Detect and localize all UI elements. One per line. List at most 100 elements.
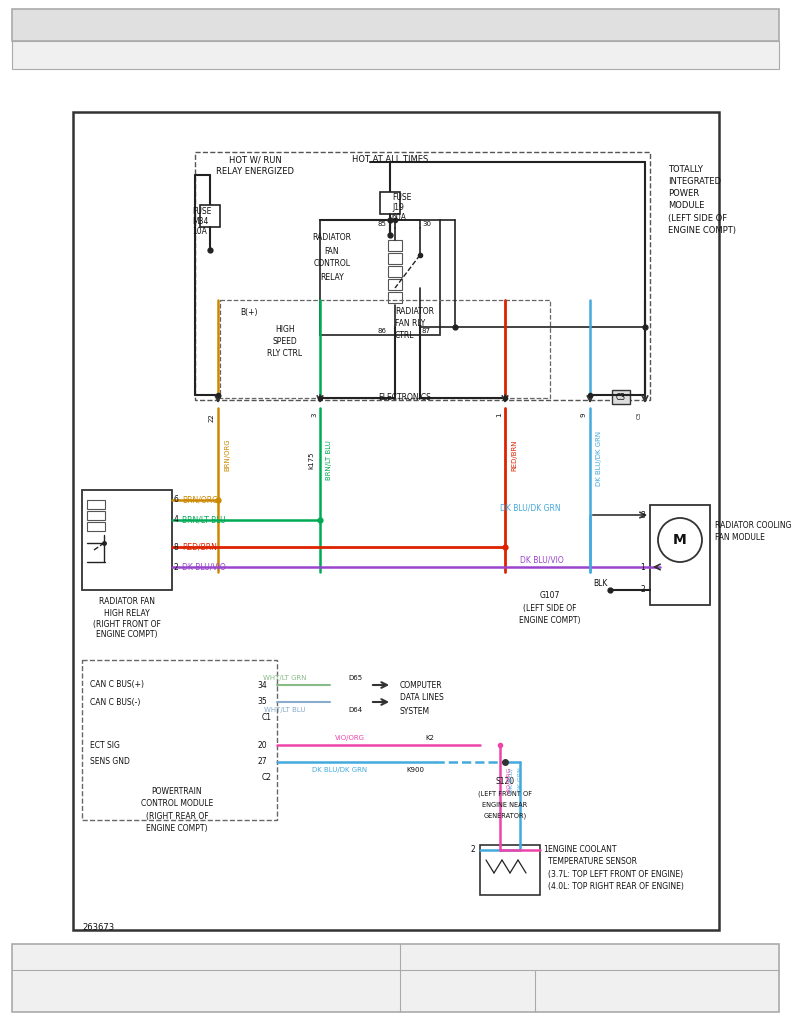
Text: 85: 85 xyxy=(377,221,386,227)
Text: 20: 20 xyxy=(257,740,267,750)
Text: ENGINE COOLANT: ENGINE COOLANT xyxy=(548,846,616,854)
Text: 1: 1 xyxy=(496,413,502,417)
Text: (3.7L: TOP LEFT FRONT OF ENGINE): (3.7L: TOP LEFT FRONT OF ENGINE) xyxy=(548,869,683,879)
Bar xyxy=(380,193,400,214)
Text: (LEFT FRONT OF: (LEFT FRONT OF xyxy=(478,791,532,798)
Text: 6: 6 xyxy=(174,496,179,505)
Text: SENS GND: SENS GND xyxy=(90,758,130,767)
Text: (RIGHT FRONT OF: (RIGHT FRONT OF xyxy=(93,620,161,629)
Bar xyxy=(388,240,402,251)
Text: CTRL: CTRL xyxy=(395,332,414,341)
Text: RED/BRN: RED/BRN xyxy=(511,439,517,471)
Bar xyxy=(12,944,779,1012)
Bar xyxy=(82,490,172,590)
Text: VIO/ORG: VIO/ORG xyxy=(506,766,512,794)
Text: FAN: FAN xyxy=(324,247,339,256)
Text: k175: k175 xyxy=(308,452,314,469)
Text: HOT W/ RUN: HOT W/ RUN xyxy=(229,156,282,165)
Text: C2: C2 xyxy=(262,772,272,781)
Text: DK BLU/: DK BLU/ xyxy=(509,767,513,793)
Text: 263673: 263673 xyxy=(82,924,114,933)
Bar xyxy=(220,300,550,398)
Bar xyxy=(650,505,710,605)
Text: WHT/LT GRN: WHT/LT GRN xyxy=(263,675,307,681)
Text: J19: J19 xyxy=(392,203,404,212)
Text: DK BLU/VIO: DK BLU/VIO xyxy=(182,562,225,571)
Text: K2: K2 xyxy=(426,735,434,741)
Text: 3: 3 xyxy=(311,413,317,417)
Text: DK BLU/DK GRN: DK BLU/DK GRN xyxy=(596,430,602,485)
Text: D64: D64 xyxy=(348,707,362,713)
Text: BLK: BLK xyxy=(593,579,608,588)
Bar xyxy=(82,660,277,820)
Text: DK BLU/DK GRN: DK BLU/DK GRN xyxy=(500,504,561,512)
Text: POWERTRAIN: POWERTRAIN xyxy=(152,787,202,797)
Text: ECT SIG: ECT SIG xyxy=(90,740,120,750)
Text: BRN/LT BLU: BRN/LT BLU xyxy=(182,515,225,524)
Text: FUSE: FUSE xyxy=(392,193,411,202)
Text: C1: C1 xyxy=(262,713,272,722)
Text: M: M xyxy=(673,534,687,547)
Text: 8: 8 xyxy=(174,543,179,552)
Bar xyxy=(12,41,779,69)
Text: ENGINE COMPT): ENGINE COMPT) xyxy=(146,823,208,833)
Bar xyxy=(12,9,779,41)
Text: RELAY: RELAY xyxy=(320,272,344,282)
Text: HIGH: HIGH xyxy=(275,326,295,335)
Text: 10A: 10A xyxy=(192,227,207,237)
Text: ENGINE NEAR: ENGINE NEAR xyxy=(483,802,528,808)
Text: 2: 2 xyxy=(174,562,179,571)
Text: SPEED: SPEED xyxy=(273,338,297,346)
Text: C3: C3 xyxy=(637,412,642,419)
Text: 1: 1 xyxy=(543,845,547,853)
Bar xyxy=(388,292,402,303)
Text: 86: 86 xyxy=(377,328,386,334)
Text: G107: G107 xyxy=(539,591,560,599)
Text: HOT AT ALL TIMES: HOT AT ALL TIMES xyxy=(352,156,428,165)
Text: RADIATOR FAN: RADIATOR FAN xyxy=(99,597,155,606)
Text: COMPUTER: COMPUTER xyxy=(400,681,443,689)
Text: 1: 1 xyxy=(640,562,645,571)
Text: (LEFT SIDE OF: (LEFT SIDE OF xyxy=(668,213,727,222)
Text: 30: 30 xyxy=(422,221,431,227)
Text: FAN RLY: FAN RLY xyxy=(395,319,426,329)
Text: WHT/LT BLU: WHT/LT BLU xyxy=(264,707,306,713)
Bar xyxy=(388,279,402,290)
Text: 2: 2 xyxy=(471,845,475,853)
Text: POWER: POWER xyxy=(668,189,699,199)
Bar xyxy=(320,220,440,335)
Text: RADIATOR COOLING: RADIATOR COOLING xyxy=(715,520,791,529)
Bar xyxy=(388,266,402,278)
Text: DK BLU/VIO: DK BLU/VIO xyxy=(520,555,564,564)
Text: (RIGHT REAR OF: (RIGHT REAR OF xyxy=(146,811,208,820)
Text: 2: 2 xyxy=(640,586,645,595)
Text: 4: 4 xyxy=(174,515,179,524)
Bar xyxy=(73,112,719,930)
Text: 34: 34 xyxy=(257,681,267,689)
Text: TOTALLY: TOTALLY xyxy=(668,166,703,174)
Text: BRN/ORG: BRN/ORG xyxy=(224,438,230,471)
Bar xyxy=(87,511,105,520)
Circle shape xyxy=(658,518,702,562)
Bar xyxy=(87,500,105,509)
Text: INTEGRATED: INTEGRATED xyxy=(668,177,721,186)
Text: HIGH RELAY: HIGH RELAY xyxy=(104,608,149,617)
Text: GENERATOR): GENERATOR) xyxy=(483,813,527,819)
Text: 87: 87 xyxy=(422,328,431,334)
Text: (4.0L: TOP RIGHT REAR OF ENGINE): (4.0L: TOP RIGHT REAR OF ENGINE) xyxy=(548,882,684,891)
Text: CAN C BUS(-): CAN C BUS(-) xyxy=(90,697,140,707)
Text: ENGINE COMPT): ENGINE COMPT) xyxy=(668,225,736,234)
Text: D65: D65 xyxy=(348,675,362,681)
Text: 60A: 60A xyxy=(392,213,407,221)
Text: MODULE: MODULE xyxy=(668,202,704,211)
Bar xyxy=(388,253,402,264)
Text: VIO/ORG: VIO/ORG xyxy=(335,735,365,741)
Text: B(+): B(+) xyxy=(240,307,258,316)
Text: RADIATOR: RADIATOR xyxy=(312,233,351,243)
Text: ENGINE COMPT): ENGINE COMPT) xyxy=(519,616,581,626)
Text: 22: 22 xyxy=(209,414,215,422)
Text: CONTROL MODULE: CONTROL MODULE xyxy=(141,800,213,809)
Text: SYSTEM: SYSTEM xyxy=(400,707,430,716)
Text: M34: M34 xyxy=(192,217,208,226)
Text: FUSE: FUSE xyxy=(192,208,211,216)
